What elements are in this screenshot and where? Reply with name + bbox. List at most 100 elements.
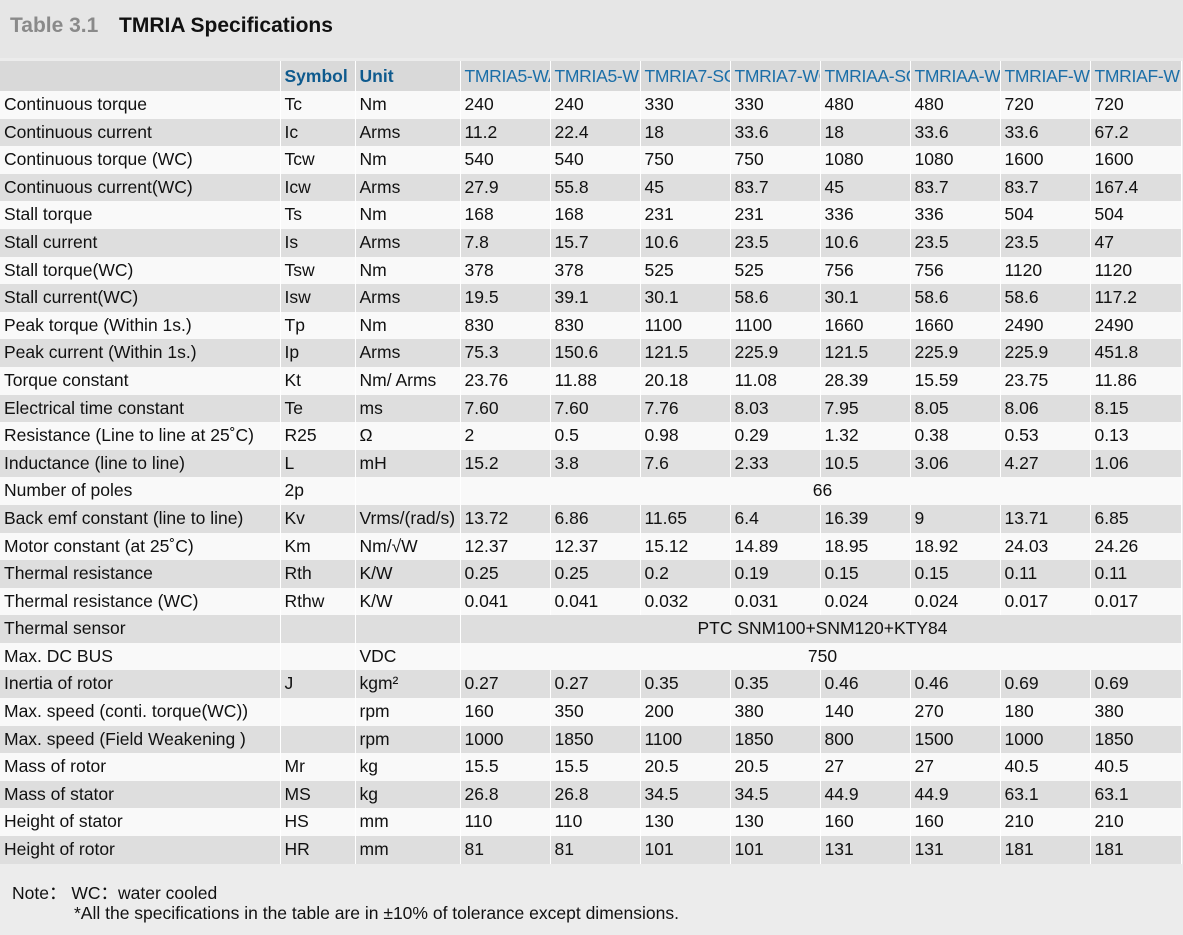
- row-value: 504: [1000, 201, 1091, 229]
- table-row: Max. speed (conti. torque(WC)) rpm 160 350 2…: [0, 698, 1182, 726]
- row-symbol: Is: [280, 228, 356, 257]
- row-label: Stall current(WC): [0, 284, 281, 312]
- row-value: 0.69: [1090, 670, 1182, 699]
- table-row: Electrical time constant Te ms 7.60 7.60 7.76…: [0, 394, 1182, 423]
- table-row: Thermal resistance (WC) Rthw K/W 0.041 0.041…: [0, 587, 1182, 616]
- row-value: 140: [820, 698, 911, 726]
- row-value: 11.65: [640, 504, 731, 533]
- header-symbol: Symbol: [280, 61, 356, 91]
- table-row: Height of rotor HR mm 81 81 101 101 131 131 181 18…: [0, 836, 1182, 864]
- row-value: 75.3: [460, 339, 551, 367]
- row-value: 11.88: [550, 366, 641, 395]
- row-value: 28.39: [820, 366, 911, 395]
- row-value: 10.5: [820, 449, 911, 478]
- row-value: 756: [910, 256, 1001, 285]
- row-value: 181: [1000, 836, 1091, 864]
- row-value: 336: [820, 201, 911, 229]
- row-value: 168: [460, 201, 551, 229]
- row-value: 27: [910, 753, 1001, 781]
- row-value: 6.4: [730, 504, 821, 533]
- row-label: Electrical time constant: [0, 394, 281, 423]
- row-value: 0.98: [640, 422, 731, 450]
- row-value: 150.6: [550, 339, 641, 367]
- row-value: 2490: [1000, 311, 1091, 340]
- row-value: 378: [550, 256, 641, 285]
- row-unit: rpm: [355, 698, 461, 726]
- row-symbol: L: [280, 449, 356, 478]
- table-row: Stall torque(WC) Tsw Nm 378 378 525 525 756 756 1…: [0, 256, 1182, 285]
- row-value: 720: [1090, 91, 1182, 119]
- row-value: 8.03: [730, 394, 821, 423]
- row-unit: Arms: [355, 339, 461, 367]
- row-value: 380: [730, 698, 821, 726]
- row-value: 34.5: [640, 780, 731, 809]
- row-value: 23.5: [730, 228, 821, 257]
- row-value: 1120: [1000, 256, 1091, 285]
- row-value: 13.71: [1000, 504, 1091, 533]
- row-label: Max. speed (Field Weakening ): [0, 725, 281, 754]
- row-label: Peak torque (Within 1s.): [0, 311, 281, 340]
- row-value: 58.6: [910, 284, 1001, 312]
- row-value: 83.7: [910, 173, 1001, 202]
- table-title: TMRIA Specifications: [119, 14, 333, 37]
- row-value: 0.024: [910, 587, 1001, 616]
- row-unit: ms: [355, 394, 461, 423]
- row-value: 480: [820, 91, 911, 119]
- table-title-bar: Table 3.1 TMRIA Specifications: [0, 0, 1183, 58]
- row-value: 10.6: [820, 228, 911, 257]
- row-value: 378: [460, 256, 551, 285]
- row-value: 15.59: [910, 366, 1001, 395]
- row-value: 19.5: [460, 284, 551, 312]
- row-value: 83.7: [1000, 173, 1091, 202]
- table-row: Continuous current(WC) Icw Arms 27.9 55.8 45 8…: [0, 173, 1182, 202]
- row-symbol: MS: [280, 780, 356, 809]
- row-value: 83.7: [730, 173, 821, 202]
- row-value: 7.8: [460, 228, 551, 257]
- row-value: 0.024: [820, 587, 911, 616]
- row-value: 9: [910, 504, 1001, 533]
- row-value: 225.9: [1000, 339, 1091, 367]
- row-value: 1600: [1000, 146, 1091, 174]
- header-unit: Unit: [355, 61, 461, 91]
- row-symbol: [280, 615, 356, 643]
- row-value: 18.92: [910, 532, 1001, 561]
- row-value: 33.6: [730, 118, 821, 147]
- row-value: 33.6: [1000, 118, 1091, 147]
- row-value: 0.25: [460, 560, 551, 588]
- note-line-1: Note： WC：water cooled: [12, 883, 218, 903]
- row-label: Mass of rotor: [0, 753, 281, 781]
- row-value: 101: [640, 836, 731, 864]
- row-symbol: HS: [280, 808, 356, 837]
- row-value: 504: [1090, 201, 1182, 229]
- row-value: 525: [640, 256, 731, 285]
- table-row: Number of poles 2p 66: [0, 477, 1182, 505]
- row-unit: Arms: [355, 228, 461, 257]
- row-value: 0.5: [550, 422, 641, 450]
- row-value: 15.12: [640, 532, 731, 561]
- row-value: 210: [1090, 808, 1182, 837]
- row-value: 11.08: [730, 366, 821, 395]
- row-value: 0.25: [550, 560, 641, 588]
- row-label: Height of rotor: [0, 836, 281, 864]
- row-value: 1.32: [820, 422, 911, 450]
- row-label: Torque constant: [0, 366, 281, 395]
- row-value: 58.6: [730, 284, 821, 312]
- row-value: 225.9: [730, 339, 821, 367]
- table-body: Continuous torque Tc Nm 240 240 330 330 480 480 7…: [0, 91, 1182, 864]
- header-model: TMRIA5-WB: [550, 61, 641, 91]
- row-value: 1660: [820, 311, 911, 340]
- row-value: 1.06: [1090, 449, 1182, 478]
- header-model: TMRIA7-WC: [730, 61, 821, 91]
- row-value: 40.5: [1000, 753, 1091, 781]
- row-label: Mass of stator: [0, 780, 281, 809]
- row-value: 231: [640, 201, 731, 229]
- row-unit: Nm: [355, 201, 461, 229]
- row-value: 181: [1090, 836, 1182, 864]
- table-row: Peak torque (Within 1s.) Tp Nm 830 830 1100 11…: [0, 311, 1182, 340]
- header-parameter: [0, 61, 281, 91]
- row-value: 0.032: [640, 587, 731, 616]
- row-unit: [355, 477, 461, 505]
- row-symbol: Tsw: [280, 256, 356, 285]
- row-label: Peak current (Within 1s.): [0, 339, 281, 367]
- table-row: Stall torque Ts Nm 168 168 231 231 336 336 504 504: [0, 201, 1182, 229]
